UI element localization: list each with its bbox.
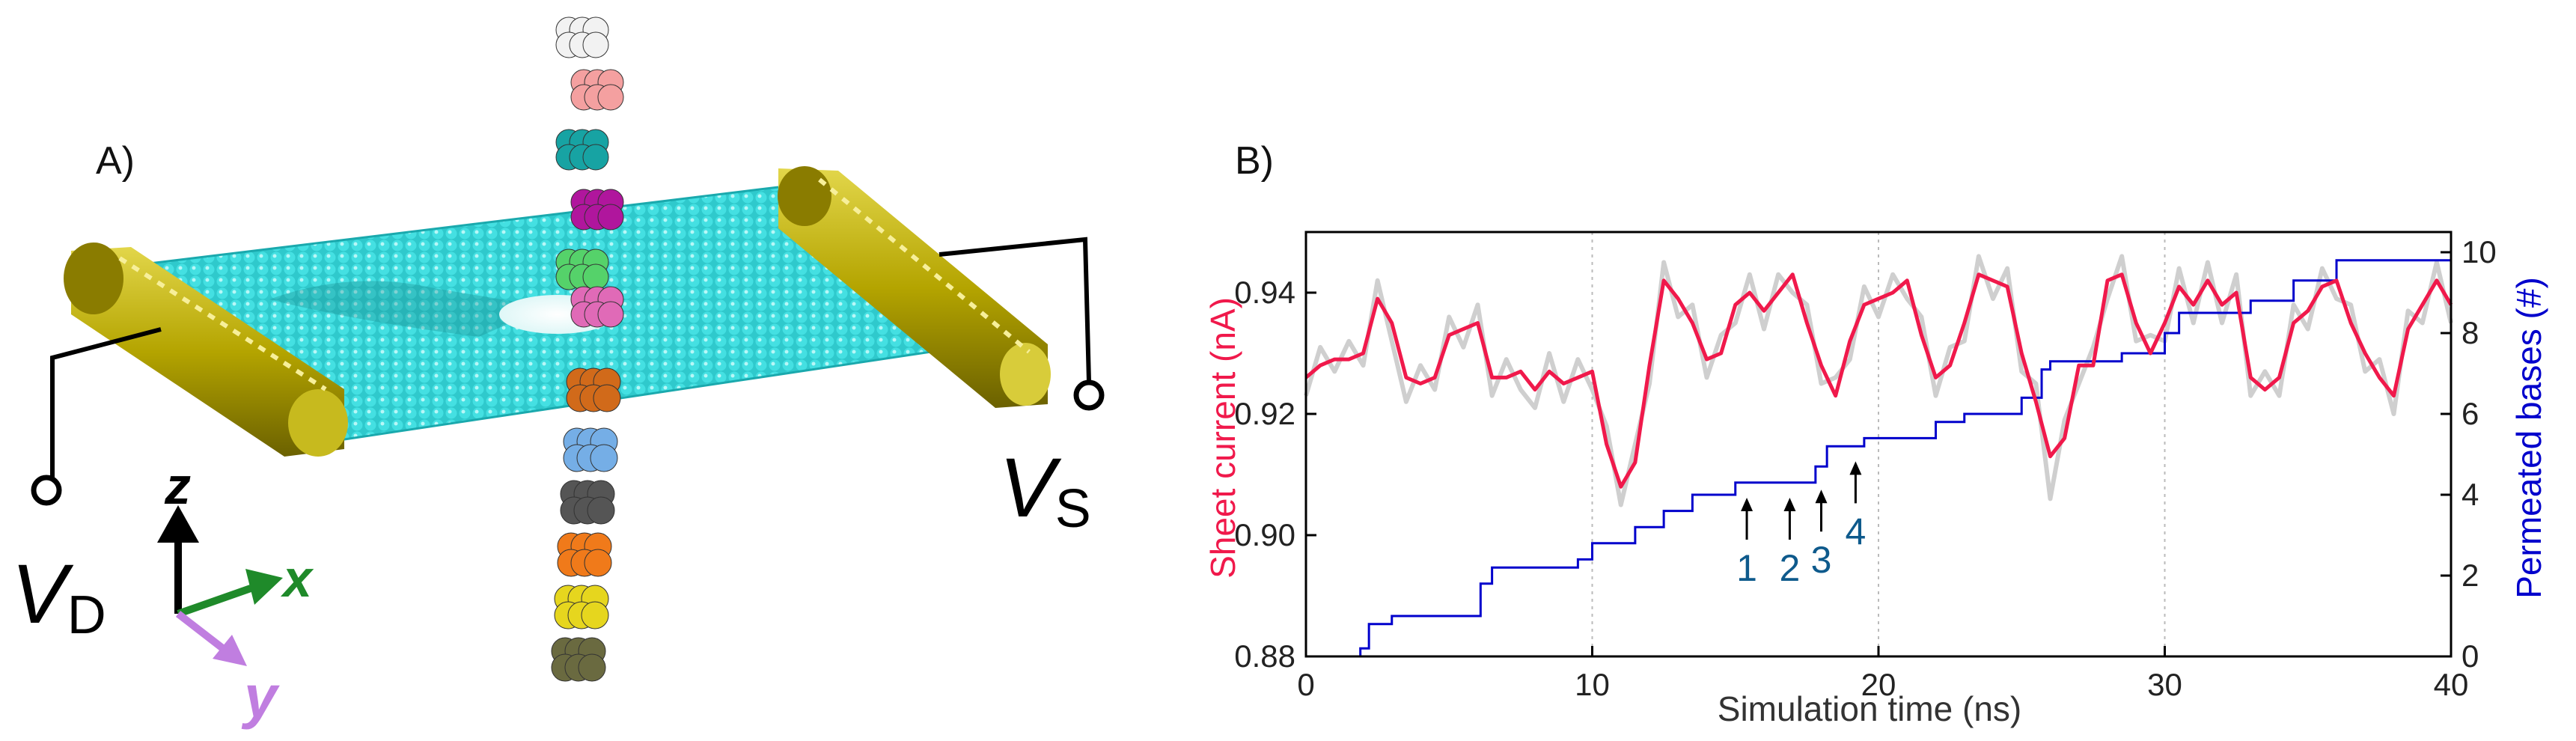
series-current-raw [1304, 254, 2453, 507]
x-axis-title: Simulation time (ns) [1718, 689, 2021, 728]
annotation-arrowhead [1815, 490, 1828, 504]
y-left-tick-label: 0.88 [1234, 638, 1295, 674]
permeated-bases-step-line [1306, 244, 2453, 658]
annotation-arrowhead [1741, 498, 1754, 511]
y-right-tick-label: 8 [2461, 315, 2479, 350]
y-left-tick-label: 0.90 [1234, 517, 1295, 552]
dna-bead [597, 84, 624, 111]
dna-bead [582, 144, 609, 171]
axis-x-label: x [280, 549, 314, 608]
source-voltage-label: VS [999, 441, 1091, 539]
annotation-label: 4 [1845, 510, 1866, 552]
drain-wire [50, 327, 162, 479]
y-right-tick-label: 2 [2461, 558, 2479, 593]
y-axis-right-title: Permeated bases (#) [2509, 277, 2548, 599]
x-axis: 0 10 20 30 40 [1297, 646, 2468, 702]
x-tick-label: 10 [1575, 667, 1610, 702]
y-right-tick-label: 0 [2461, 638, 2479, 674]
annotation-label: 1 [1736, 547, 1757, 589]
dna-strand-top [555, 16, 624, 328]
sheet-shadow [269, 281, 546, 337]
axis-z-label: z [164, 457, 191, 515]
dna-bead [578, 653, 606, 682]
dna-bead [584, 549, 612, 577]
dna-bead [587, 496, 615, 525]
chart-gridlines [1591, 232, 2166, 656]
annotation-label: 2 [1780, 547, 1801, 589]
y-axis-left: 0.88 0.90 0.92 0.94 [1234, 275, 1316, 674]
y-left-tick-label: 0.94 [1234, 275, 1295, 310]
current-raw-line [1304, 254, 2453, 507]
dna-bead [581, 601, 609, 629]
coordinate-axes [157, 505, 283, 666]
dna-bead [597, 204, 624, 231]
plot-frame [1304, 231, 2453, 658]
source-wire [938, 237, 1091, 382]
drain-voltage-label: VD [11, 547, 106, 645]
dna-bead [597, 301, 624, 328]
y-right-tick-label: 4 [2461, 477, 2479, 512]
axis-y-label: y [241, 663, 280, 730]
annotation-arrowhead [1849, 461, 1862, 475]
series-current-smoothed [1304, 272, 2453, 489]
dna-bead [593, 384, 621, 412]
panel-b-label: B) [1235, 139, 1274, 183]
x-tick-label: 30 [2147, 667, 2182, 702]
source-electrode [778, 166, 1051, 408]
y-axis-right: 0 2 4 6 8 10 [2441, 234, 2497, 674]
y-right-tick-label: 6 [2461, 396, 2479, 431]
dna-bead [582, 31, 609, 58]
dna-bead [582, 263, 609, 290]
dna-strand-bottom [551, 368, 621, 682]
panel-a-label: A) [96, 139, 135, 183]
annotation-arrowhead [1783, 498, 1796, 511]
x-tick-label: 0 [1297, 667, 1314, 702]
y-right-tick-label: 10 [2461, 234, 2497, 269]
x-tick-label: 40 [2434, 667, 2469, 702]
series-permeated-bases [1306, 244, 2453, 658]
x-tick-label: 20 [1861, 667, 1896, 702]
current-smoothed-line [1304, 272, 2453, 489]
y-left-tick-label: 0.92 [1234, 396, 1295, 431]
base-event-annotations: 1 2 34 [1736, 461, 1866, 589]
annotation-label: 3 [1811, 539, 1832, 581]
panel-a-illustration: A) VD VS z x y [11, 16, 1105, 730]
drain-electrode [64, 243, 348, 457]
source-terminal [1073, 379, 1105, 411]
dna-bead [590, 444, 618, 472]
drain-terminal [31, 475, 62, 506]
